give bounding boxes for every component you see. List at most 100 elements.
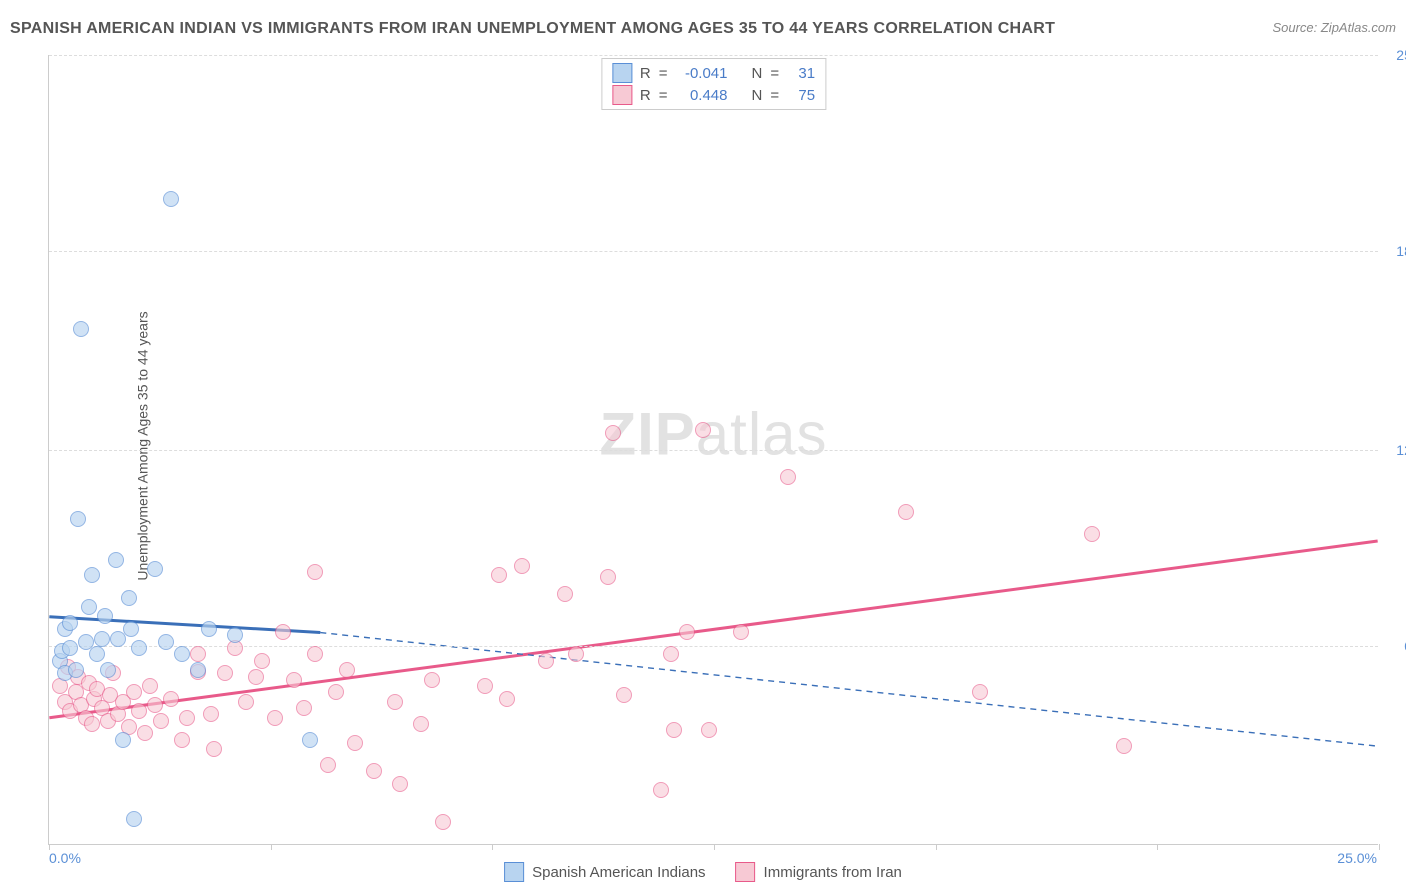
scatter-point-iran xyxy=(267,710,283,726)
scatter-point-iran xyxy=(477,678,493,694)
scatter-point-iran xyxy=(84,716,100,732)
scatter-point-iran xyxy=(248,669,264,685)
scatter-point-iran xyxy=(339,662,355,678)
correlation-legend: R = -0.041 N = 31 R = 0.448 N = 75 xyxy=(601,58,826,110)
scatter-point-iran xyxy=(666,722,682,738)
x-tick xyxy=(1157,844,1158,850)
x-tick xyxy=(1379,844,1380,850)
x-tick xyxy=(492,844,493,850)
scatter-point-iran xyxy=(238,694,254,710)
r-value-sai: -0.041 xyxy=(676,65,728,82)
scatter-point-iran xyxy=(491,567,507,583)
scatter-point-iran xyxy=(898,504,914,520)
scatter-point-sai xyxy=(158,634,174,650)
x-tick xyxy=(714,844,715,850)
legend-swatch-iran-bottom xyxy=(736,862,756,882)
scatter-point-iran xyxy=(203,706,219,722)
scatter-point-iran xyxy=(701,722,717,738)
scatter-point-sai xyxy=(97,608,113,624)
scatter-point-sai xyxy=(115,732,131,748)
scatter-point-iran xyxy=(653,782,669,798)
scatter-point-iran xyxy=(347,735,363,751)
gridline xyxy=(49,450,1378,451)
scatter-point-iran xyxy=(142,678,158,694)
legend-row-iran: R = 0.448 N = 75 xyxy=(612,85,815,105)
scatter-point-sai xyxy=(163,191,179,207)
scatter-point-sai xyxy=(147,561,163,577)
scatter-point-sai xyxy=(227,627,243,643)
scatter-point-sai xyxy=(121,590,137,606)
scatter-point-iran xyxy=(679,624,695,640)
scatter-point-iran xyxy=(174,732,190,748)
scatter-point-sai xyxy=(94,631,110,647)
legend-label-sai: Spanish American Indians xyxy=(532,864,705,881)
scatter-point-sai xyxy=(190,662,206,678)
series-legend: Spanish American Indians Immigrants from… xyxy=(504,862,902,882)
x-tick-label: 25.0% xyxy=(1337,850,1377,866)
scatter-point-iran xyxy=(538,653,554,669)
y-tick-label: 18.8% xyxy=(1396,243,1406,259)
legend-row-sai: R = -0.041 N = 31 xyxy=(612,63,815,83)
scatter-point-iran xyxy=(286,672,302,688)
scatter-point-iran xyxy=(217,665,233,681)
scatter-point-sai xyxy=(201,621,217,637)
scatter-point-iran xyxy=(424,672,440,688)
scatter-point-iran xyxy=(435,814,451,830)
scatter-point-iran xyxy=(206,741,222,757)
scatter-point-iran xyxy=(137,725,153,741)
gridline xyxy=(49,55,1378,56)
scatter-point-iran xyxy=(616,687,632,703)
scatter-point-iran xyxy=(605,425,621,441)
gridline xyxy=(49,646,1378,647)
scatter-point-iran xyxy=(1116,738,1132,754)
scatter-point-iran xyxy=(695,422,711,438)
scatter-point-iran xyxy=(557,586,573,602)
scatter-point-iran xyxy=(499,691,515,707)
x-tick-label: 0.0% xyxy=(49,850,81,866)
legend-swatch-iran xyxy=(612,85,632,105)
scatter-point-sai xyxy=(73,321,89,337)
trend-line xyxy=(49,541,1377,718)
scatter-plot-area: ZIPatlas R = -0.041 N = 31 R = 0.448 N =… xyxy=(48,55,1378,845)
scatter-point-sai xyxy=(123,621,139,637)
scatter-point-sai xyxy=(70,511,86,527)
scatter-point-iran xyxy=(153,713,169,729)
scatter-point-sai xyxy=(81,599,97,615)
scatter-point-iran xyxy=(366,763,382,779)
scatter-point-iran xyxy=(568,646,584,662)
scatter-point-iran xyxy=(307,564,323,580)
scatter-point-sai xyxy=(108,552,124,568)
scatter-point-iran xyxy=(126,684,142,700)
scatter-point-sai xyxy=(89,646,105,662)
scatter-point-iran xyxy=(387,694,403,710)
legend-swatch-sai-bottom xyxy=(504,862,524,882)
scatter-point-iran xyxy=(307,646,323,662)
scatter-point-iran xyxy=(663,646,679,662)
scatter-point-iran xyxy=(147,697,163,713)
scatter-point-iran xyxy=(131,703,147,719)
scatter-point-sai xyxy=(68,662,84,678)
scatter-point-sai xyxy=(126,811,142,827)
scatter-point-iran xyxy=(392,776,408,792)
x-tick xyxy=(271,844,272,850)
scatter-point-iran xyxy=(328,684,344,700)
scatter-point-iran xyxy=(413,716,429,732)
scatter-point-iran xyxy=(275,624,291,640)
scatter-point-sai xyxy=(62,640,78,656)
scatter-point-sai xyxy=(302,732,318,748)
scatter-point-sai xyxy=(62,615,78,631)
scatter-point-iran xyxy=(780,469,796,485)
y-tick-label: 25.0% xyxy=(1396,47,1406,63)
watermark-text: ZIPatlas xyxy=(599,399,827,468)
scatter-point-iran xyxy=(179,710,195,726)
legend-item-sai: Spanish American Indians xyxy=(504,862,705,882)
scatter-point-iran xyxy=(733,624,749,640)
scatter-point-iran xyxy=(254,653,270,669)
scatter-point-iran xyxy=(972,684,988,700)
legend-label-iran: Immigrants from Iran xyxy=(764,864,902,881)
legend-swatch-sai xyxy=(612,63,632,83)
source-attribution: Source: ZipAtlas.com xyxy=(1272,20,1396,35)
scatter-point-iran xyxy=(163,691,179,707)
n-value-sai: 31 xyxy=(787,65,815,82)
scatter-point-iran xyxy=(296,700,312,716)
